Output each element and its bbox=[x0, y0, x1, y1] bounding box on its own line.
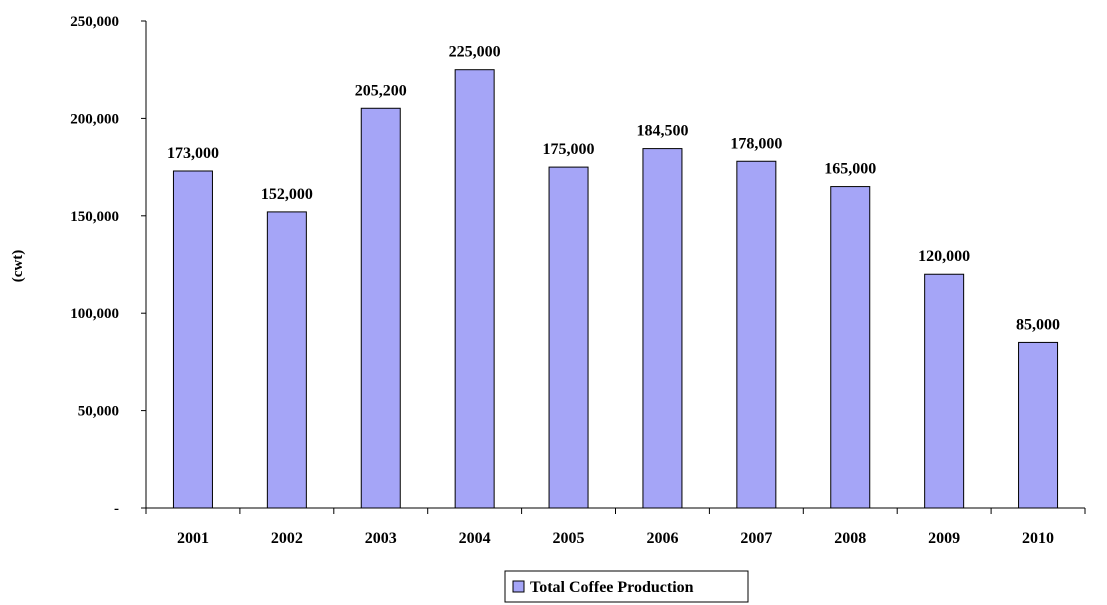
data-labels: 173,000 152,000 205,200 225,000 175,000 184,5… bbox=[167, 44, 1060, 334]
y-axis-label: (cwt) bbox=[10, 250, 26, 282]
legend-label: Total Coffee Production bbox=[530, 579, 694, 596]
bar-2001 bbox=[172, 170, 213, 509]
y-tick-label: 100,000 bbox=[70, 306, 119, 322]
x-tick-label-2003: 2003 bbox=[365, 530, 397, 547]
x-tick-label-2001: 2001 bbox=[177, 530, 209, 547]
y-tick-label: 150,000 bbox=[70, 209, 119, 225]
data-label-2002: 152,000 bbox=[261, 186, 313, 203]
y-axis: - 50,000 100,000 150,000 200,000 250,000 bbox=[70, 14, 147, 517]
data-label-2006: 184,500 bbox=[636, 123, 688, 140]
data-label-2004: 225,000 bbox=[449, 44, 501, 61]
bar-2005 bbox=[548, 166, 589, 509]
x-tick-label-2005: 2005 bbox=[553, 530, 585, 547]
bar-2010 bbox=[1018, 341, 1059, 509]
data-label-2009: 120,000 bbox=[918, 248, 970, 265]
x-axis: 2001 2002 2003 2004 2005 2006 2007 2008 2009 2010 bbox=[145, 507, 1086, 547]
bar-2006 bbox=[642, 148, 683, 509]
data-label-2007: 178,000 bbox=[730, 135, 782, 152]
data-label-2008: 165,000 bbox=[824, 161, 876, 178]
data-label-2005: 175,000 bbox=[543, 141, 595, 158]
data-label-2010: 85,000 bbox=[1016, 316, 1060, 333]
x-tick-label-2010: 2010 bbox=[1022, 530, 1054, 547]
y-tick-label: 50,000 bbox=[78, 404, 119, 420]
y-tick-label: - bbox=[114, 501, 119, 517]
data-label-2001: 173,000 bbox=[167, 145, 219, 162]
bar-series bbox=[172, 69, 1059, 509]
y-tick-label: 250,000 bbox=[70, 14, 119, 30]
bar-2007 bbox=[736, 160, 777, 509]
bar-2003 bbox=[360, 107, 401, 509]
x-tick-label-2004: 2004 bbox=[459, 530, 491, 547]
legend: Total Coffee Production bbox=[504, 570, 749, 603]
x-tick-label-2009: 2009 bbox=[928, 530, 960, 547]
y-tick-label: 200,000 bbox=[70, 111, 119, 127]
bar-2009 bbox=[924, 273, 965, 509]
x-tick-label-2002: 2002 bbox=[271, 530, 303, 547]
bar-2004 bbox=[454, 69, 495, 509]
data-label-2003: 205,200 bbox=[355, 82, 407, 99]
x-tick-label-2008: 2008 bbox=[834, 530, 866, 547]
legend-swatch bbox=[512, 580, 525, 593]
bar-2002 bbox=[266, 211, 307, 509]
legend-frame bbox=[504, 570, 749, 603]
bar-2008 bbox=[830, 186, 871, 509]
x-tick-label-2007: 2007 bbox=[740, 530, 772, 547]
x-tick-label-2006: 2006 bbox=[646, 530, 678, 547]
